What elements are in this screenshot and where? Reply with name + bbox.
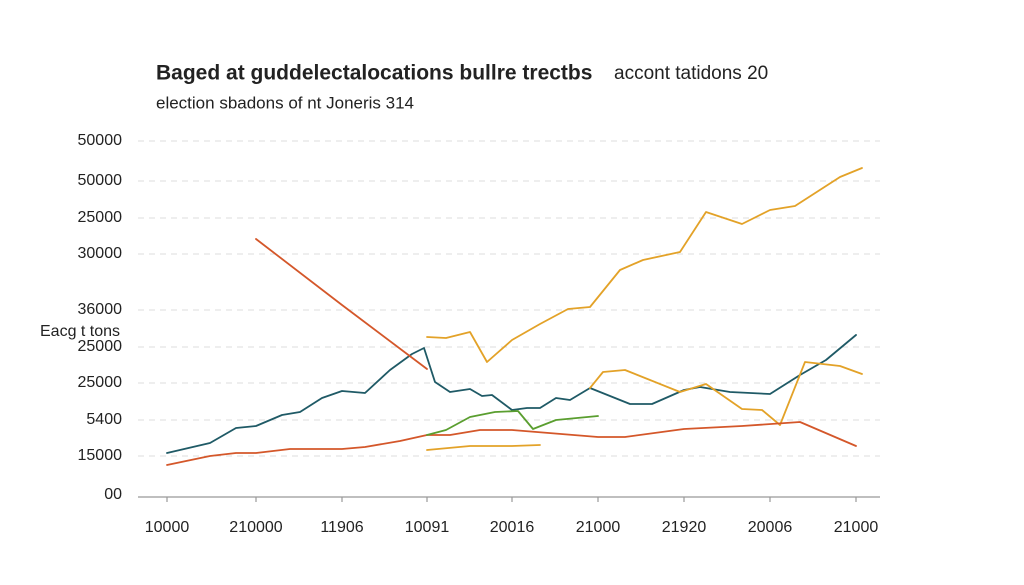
line-series bbox=[166, 334, 857, 454]
y-tick-label: 36000 bbox=[78, 301, 123, 318]
y-tick-label: 00 bbox=[104, 486, 122, 503]
x-tick-label: 10091 bbox=[405, 519, 450, 536]
y-tick-label: 15000 bbox=[78, 447, 123, 464]
y-tick-label: 25000 bbox=[78, 209, 123, 226]
y-tick-label: 25000 bbox=[78, 338, 123, 355]
x-tick-label: 21000 bbox=[576, 519, 621, 536]
y-tick-label: 25000 bbox=[78, 374, 123, 391]
chart-subtitle: election sbadons of nt Joneris 314 bbox=[156, 93, 414, 112]
x-tick-label: 21000 bbox=[834, 519, 879, 536]
y-tick-label: 30000 bbox=[78, 245, 123, 262]
line-series bbox=[426, 444, 541, 451]
x-tick-label: 20006 bbox=[748, 519, 793, 536]
x-tick-label: 10000 bbox=[145, 519, 190, 536]
line-series bbox=[166, 421, 857, 466]
x-tick-label: 21920 bbox=[662, 519, 707, 536]
chart-title: Baged at guddelectalocations bullre trec… bbox=[156, 62, 592, 85]
x-tick-label: 20016 bbox=[490, 519, 535, 536]
y-tick-label: 50000 bbox=[78, 172, 123, 189]
line-series bbox=[255, 238, 428, 370]
line-series bbox=[589, 361, 863, 426]
x-tick-label: 210000 bbox=[229, 519, 282, 536]
y-axis-label: Eacg t tons bbox=[40, 323, 120, 340]
line-series bbox=[426, 410, 599, 436]
x-tick-label: 11906 bbox=[320, 519, 363, 536]
y-tick-label: 50000 bbox=[78, 132, 123, 149]
line-series bbox=[426, 167, 863, 363]
y-tick-label: 5400 bbox=[86, 411, 122, 428]
chart-title-tail: accont tatidons 20 bbox=[614, 63, 768, 84]
